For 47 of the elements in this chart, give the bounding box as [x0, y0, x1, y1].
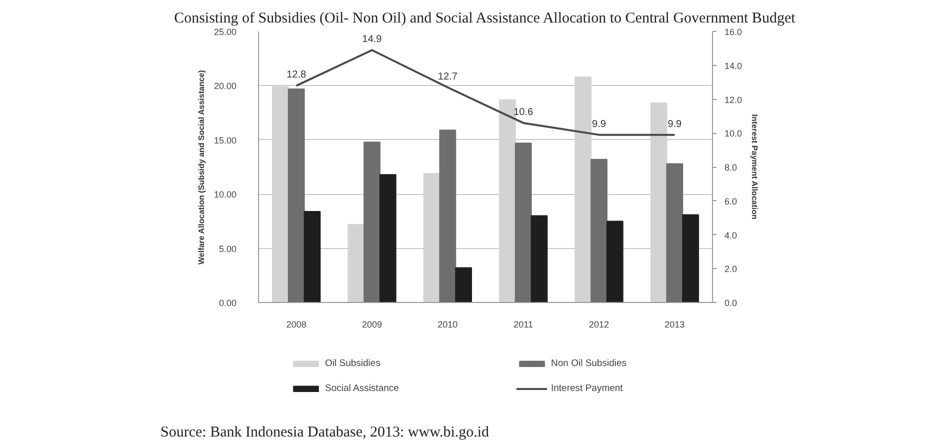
bar [304, 210, 321, 302]
data-label: 12.8 [286, 70, 307, 81]
y2-tick-label: 6.0 [724, 196, 738, 206]
bar [514, 142, 532, 302]
x-tick-label: 2013 [664, 320, 685, 330]
bar [590, 158, 608, 302]
y2-tick-label: 14.0 [724, 60, 742, 71]
bar [455, 267, 472, 302]
y-tick-label: 20.00 [214, 81, 237, 92]
y2-tick-label: 2.0 [724, 264, 738, 274]
x-tick-label: 2009 [362, 320, 382, 330]
bar [288, 88, 305, 302]
data-label: 9.9 [668, 118, 682, 130]
bar [530, 215, 548, 302]
y-axis-title: Welfare Allocation (Subsidy and Social Assistance) [196, 70, 206, 265]
source-note: Source: Bank Indonesia Database, 2013: www.bi.go.id [160, 424, 490, 440]
legend-label: Oil Subsidies [325, 357, 382, 369]
y2-tick-label: 8.0 [724, 162, 738, 172]
bar [379, 174, 396, 302]
y2-tick-label: 4.0 [724, 230, 738, 240]
x-tick-label: 2012 [588, 320, 610, 330]
x-tick-label: 2011 [514, 320, 534, 330]
y-tick-label: 5.00 [218, 244, 237, 254]
bar [666, 163, 684, 302]
y-tick-label: 15.00 [214, 135, 237, 146]
y2-tick-label: 0.0 [724, 298, 738, 308]
y2-tick-label: 16.0 [724, 27, 742, 37]
chart-title: Consisting of Subsidies (Oil- Non Oil) and Social Assistance Allocation to Central Government Budget [174, 10, 796, 26]
y-tick-label: 0.00 [218, 298, 237, 308]
bar [439, 130, 456, 302]
data-label: 14.9 [362, 34, 382, 46]
legend-label: Non Oil Subsidies [551, 357, 628, 369]
legend-label: Interest Payment [551, 382, 624, 394]
legend-label: Social Assistance [325, 382, 400, 394]
bar [606, 220, 624, 302]
y2-axis-title: Interest Payment Allocation [750, 114, 760, 220]
data-label: 12.7 [438, 71, 458, 82]
data-label: 9.9 [592, 118, 606, 130]
data-label: 10.6 [514, 106, 534, 118]
y2-tick-label: 12.0 [724, 94, 742, 105]
y-tick-label: 10.00 [214, 190, 237, 200]
bar [364, 142, 380, 302]
x-tick-label: 2010 [438, 320, 458, 330]
y2-tick-label: 10.0 [724, 128, 742, 139]
bar [682, 214, 699, 302]
y-tick-label: 25.00 [214, 27, 237, 37]
x-tick-label: 2008 [286, 320, 306, 330]
